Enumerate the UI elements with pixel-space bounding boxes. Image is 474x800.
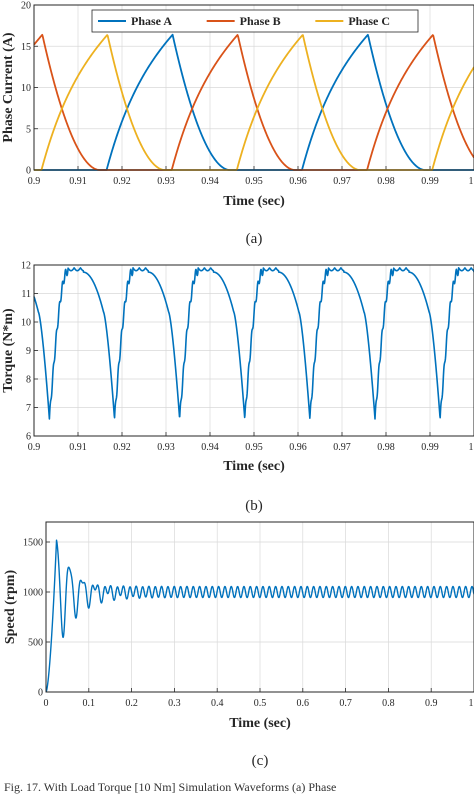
legend-entry: Phase B bbox=[240, 14, 281, 28]
x-tick-label: 1 bbox=[469, 698, 474, 709]
y-axis-label: Phase Current (A) bbox=[1, 32, 16, 143]
legend-entry: Phase A bbox=[131, 14, 172, 28]
subfigure-label: (b) bbox=[245, 498, 263, 514]
x-tick-label: 0.99 bbox=[421, 442, 439, 453]
phase-current-chart: 0.9 0.91 0.92 0.93 0.94 0.95 0.96 0.97 0.98 0.99 1… bbox=[1, 1, 474, 247]
axes-box bbox=[45, 521, 474, 693]
x-tick-label: 0.91 bbox=[69, 176, 87, 187]
y-tick-label: 10 bbox=[21, 83, 31, 94]
x-tick-label: 0.92 bbox=[113, 442, 131, 453]
y-tick-label: 20 bbox=[21, 1, 31, 12]
torque-line bbox=[33, 267, 474, 420]
x-tick-label: 0.99 bbox=[421, 176, 439, 187]
figure-caption: Fig. 17. With Load Torque [10 Nm] Simula… bbox=[4, 780, 337, 794]
x-tick-label: 0.97 bbox=[333, 442, 351, 453]
y-tick-label: 9 bbox=[26, 346, 31, 357]
y-tick-label: 12 bbox=[21, 261, 31, 272]
subfigure-label: (a) bbox=[246, 231, 263, 247]
x-tick-label: 0.96 bbox=[289, 176, 307, 187]
x-axis-label: Time (sec) bbox=[223, 194, 285, 209]
y-tick-label: 0 bbox=[38, 688, 43, 699]
x-tick-label: 0.5 bbox=[254, 698, 267, 709]
y-axis-label: Speed (rpm) bbox=[3, 570, 18, 645]
legend: Phase A Phase B Phase C bbox=[91, 9, 419, 33]
x-tick-label: 0.93 bbox=[157, 176, 175, 187]
y-tick-label: 5 bbox=[26, 124, 31, 135]
x-tick-label: 0.93 bbox=[157, 442, 175, 453]
y-tick-label: 10 bbox=[21, 318, 31, 329]
x-tick-label: 0.96 bbox=[289, 442, 307, 453]
axes-box bbox=[33, 4, 474, 171]
legend-entry: Phase C bbox=[348, 14, 390, 28]
x-tick-label: 0.98 bbox=[377, 176, 395, 187]
y-tick-label: 1000 bbox=[23, 588, 43, 599]
y-tick-label: 0 bbox=[26, 166, 31, 177]
speed-chart: 0 0.1 0.2 0.3 0.4 0.5 0.6 0.7 0.8 0.9 1 0 500 1000 150… bbox=[3, 521, 474, 769]
speed-line bbox=[45, 539, 474, 693]
legend-box bbox=[91, 9, 419, 33]
y-tick-label: 1500 bbox=[23, 538, 43, 549]
x-tick-label: 0.7 bbox=[339, 698, 352, 709]
y-tick-label: 15 bbox=[21, 42, 31, 53]
axes-box bbox=[33, 264, 474, 437]
x-tick-label: 0.91 bbox=[69, 442, 87, 453]
x-tick-label: 1 bbox=[469, 442, 474, 453]
x-tick-label: 0.8 bbox=[382, 698, 395, 709]
y-tick-label: 7 bbox=[26, 403, 31, 414]
x-tick-label: 0.9 bbox=[28, 442, 41, 453]
x-tick-label: 1 bbox=[469, 176, 474, 187]
x-axis-label: Time (sec) bbox=[223, 459, 285, 474]
x-tick-label: 0.95 bbox=[245, 442, 263, 453]
x-tick-label: 0.92 bbox=[113, 176, 131, 187]
y-tick-label: 11 bbox=[21, 289, 31, 300]
y-tick-label: 500 bbox=[28, 638, 43, 649]
x-tick-label: 0.94 bbox=[201, 176, 219, 187]
subfigure-label: (c) bbox=[252, 753, 269, 769]
x-tick-label: 0.2 bbox=[125, 698, 138, 709]
x-tick-label: 0.95 bbox=[245, 176, 263, 187]
x-tick-label: 0.97 bbox=[333, 176, 351, 187]
y-tick-label: 8 bbox=[26, 375, 31, 386]
x-tick-label: 0 bbox=[44, 698, 49, 709]
torque-chart: 0.9 0.91 0.92 0.93 0.94 0.95 0.96 0.97 0.98 0.99 1… bbox=[1, 261, 474, 514]
x-axis-label: Time (sec) bbox=[229, 716, 291, 731]
x-tick-label: 0.4 bbox=[211, 698, 224, 709]
x-tick-label: 0.9 bbox=[425, 698, 438, 709]
y-axis-label: Torque (N*m) bbox=[1, 308, 16, 393]
x-tick-label: 0.3 bbox=[168, 698, 181, 709]
x-tick-label: 0.1 bbox=[83, 698, 96, 709]
x-tick-label: 0.9 bbox=[28, 176, 41, 187]
x-tick-label: 0.94 bbox=[201, 442, 219, 453]
y-tick-label: 6 bbox=[26, 432, 31, 443]
x-tick-label: 0.98 bbox=[377, 442, 395, 453]
x-tick-label: 0.6 bbox=[297, 698, 310, 709]
